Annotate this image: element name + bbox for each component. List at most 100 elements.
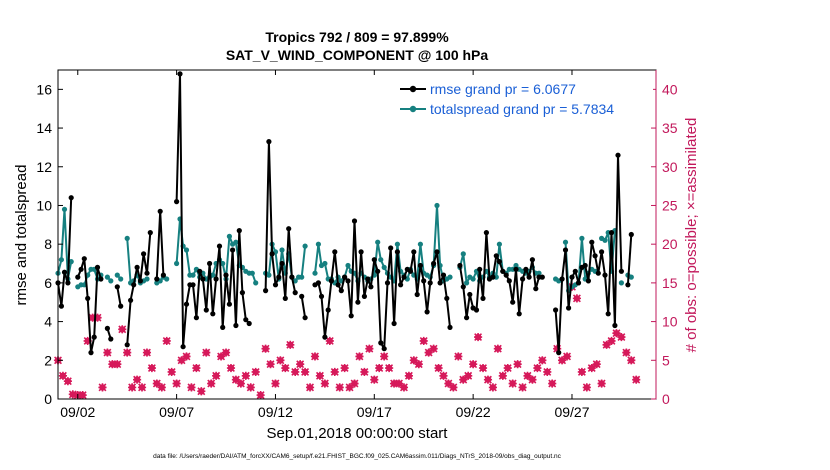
rmse-point xyxy=(447,324,453,330)
obs-assimilated-point xyxy=(582,383,591,392)
rmse-point xyxy=(496,259,502,265)
obs-assimilated-point xyxy=(207,379,216,388)
rmse-point xyxy=(174,199,180,205)
plot-area xyxy=(58,70,656,399)
obs-assimilated-point xyxy=(212,371,221,380)
obs-assimilated-point xyxy=(335,383,344,392)
rmse-line-segment xyxy=(626,234,633,285)
rmse-point xyxy=(437,280,443,286)
rmse-point xyxy=(381,346,387,352)
obs-assimilated-point xyxy=(345,383,354,392)
obs-assimilated-point xyxy=(587,363,596,373)
obs-assimilated-point xyxy=(108,360,117,369)
totalspread-point xyxy=(58,257,64,263)
legend-label-rmse: rmse grand pr = 6.0677 xyxy=(430,81,576,97)
rmse-point xyxy=(431,260,437,267)
rmse-point xyxy=(154,276,160,282)
rmse-point xyxy=(417,262,423,269)
obs-assimilated-point xyxy=(518,383,527,392)
rmse-point xyxy=(207,260,213,267)
rmse-point xyxy=(361,293,367,299)
obs-assimilated-point xyxy=(157,383,166,392)
rmse-point xyxy=(384,280,391,286)
obs-assimilated-point xyxy=(276,356,285,365)
obs-assimilated-series xyxy=(53,282,641,400)
rmse-point xyxy=(506,278,512,284)
obs-assimilated-point xyxy=(325,336,334,346)
rmse-point xyxy=(137,278,143,284)
rmse-point xyxy=(325,307,331,313)
rmse-point xyxy=(585,278,592,284)
obs-assimilated-point xyxy=(602,340,611,349)
obs-assimilated-point xyxy=(68,390,77,399)
totalspread-point xyxy=(312,270,318,276)
rmse-point xyxy=(272,282,279,288)
rmse-point xyxy=(108,336,114,342)
obs-assimilated-point xyxy=(523,371,532,380)
rmse-point xyxy=(477,266,483,272)
obs-assimilated-point xyxy=(330,367,339,376)
obs-assimilated-point xyxy=(498,371,507,380)
obs-assimilated-point xyxy=(202,348,211,357)
rmse-point xyxy=(190,282,196,288)
rmse-point xyxy=(529,257,536,263)
rmse-point xyxy=(98,276,104,282)
obs-assimilated-point xyxy=(301,367,310,376)
totalspread-point xyxy=(183,247,190,253)
rmse-point xyxy=(440,272,447,278)
rmse-point xyxy=(566,305,572,311)
rmse-point xyxy=(342,274,348,280)
obs-assimilated-point xyxy=(370,375,379,384)
rmse-point xyxy=(65,280,71,286)
obs-assimilated-point xyxy=(142,348,152,357)
obs-assimilated-point xyxy=(592,360,601,369)
totalspread-point xyxy=(434,202,440,209)
totalspread-point xyxy=(513,262,519,269)
obs-assimilated-point xyxy=(113,360,122,369)
rmse-point xyxy=(78,266,84,272)
rmse-point xyxy=(562,247,569,253)
x-tick-label: 09/22 xyxy=(456,404,491,420)
rmse-point xyxy=(289,274,295,280)
rmse-point xyxy=(348,313,354,319)
rmse-point xyxy=(539,274,545,280)
rmse-point xyxy=(480,295,486,301)
rmse-point xyxy=(523,266,529,272)
rmse-point xyxy=(318,293,325,299)
totalspread-point xyxy=(602,237,608,243)
obs-assimilated-point xyxy=(488,383,497,392)
chart-subtitle: SAT_V_WIND_COMPONENT @ 100 hPa xyxy=(226,47,489,63)
totalspread-point xyxy=(174,260,180,267)
rmse-point xyxy=(160,272,166,278)
rmse-point xyxy=(493,253,499,259)
obs-assimilated-point xyxy=(617,332,626,342)
obs-assimilated-point xyxy=(256,391,265,400)
obs-assimilated-point xyxy=(241,371,250,380)
rmse-point xyxy=(68,195,74,201)
rmse-point xyxy=(88,350,94,356)
obs-assimilated-point xyxy=(128,383,137,392)
rmse-line-segment xyxy=(126,232,152,345)
totalspread-point xyxy=(233,239,239,245)
obs-assimilated-point xyxy=(553,344,562,353)
y-tick-label: 2 xyxy=(44,352,52,368)
rmse-point xyxy=(200,276,206,282)
totalspread-point xyxy=(381,264,387,270)
obs-assimilated-point xyxy=(424,348,433,357)
obs-assimilated-point xyxy=(320,379,329,388)
obs-assimilated-point xyxy=(622,348,631,357)
rmse-point xyxy=(210,311,216,317)
rmse-point xyxy=(266,139,272,145)
obs-assimilated-point xyxy=(340,363,349,373)
rmse-point xyxy=(589,239,595,245)
totalspread-point xyxy=(114,272,120,278)
rmse-point xyxy=(569,274,575,280)
rmse-point xyxy=(467,291,473,298)
totalspread-point xyxy=(190,272,196,278)
x-tick-label: 09/27 xyxy=(554,404,589,420)
rmse-point xyxy=(358,249,364,255)
obs-assimilated-point xyxy=(404,371,413,380)
obs-assimilated-point xyxy=(281,363,290,373)
totalspread-point xyxy=(104,274,110,280)
y-tick-label: 4 xyxy=(44,314,52,330)
